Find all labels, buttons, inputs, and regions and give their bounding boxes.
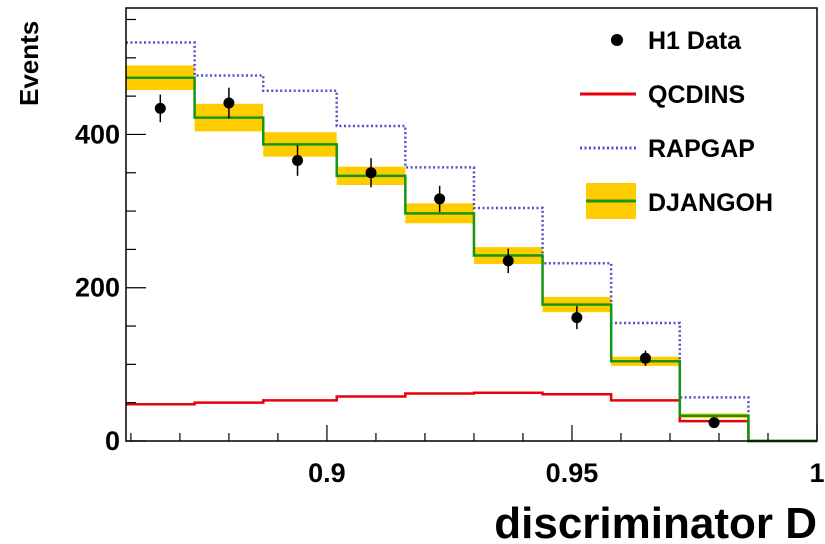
legend-marker-h1-data [611, 34, 623, 46]
legend-label-rapgap: RAPGAP [648, 135, 755, 163]
y-tick-label: 0 [105, 426, 120, 456]
legend-label-h1-data: H1 Data [648, 27, 742, 55]
axis-ticks [126, 18, 818, 442]
h1-data-point [571, 312, 583, 324]
y-tick-label: 400 [75, 119, 120, 149]
x-tick-label: 1 [809, 458, 824, 488]
djangoh-histogram-line [126, 76, 817, 443]
h1-data-point [502, 255, 514, 267]
x-tick-label: 0.95 [546, 458, 599, 488]
h1-data-point [365, 167, 377, 179]
h1-data-point [434, 193, 446, 205]
x-tick-label: 0.9 [308, 458, 346, 488]
x-axis-title: discriminator D [494, 499, 817, 544]
legend-label-qcdins: QCDINS [648, 81, 745, 109]
axis-tick-labels: 0.9 0.95 1 0 200 400 [75, 119, 825, 488]
y-tick-label: 200 [75, 273, 120, 303]
qcdins-histogram-line [126, 391, 817, 443]
legend-label-djangoh: DJANGOH [648, 189, 773, 217]
plot-frame [125, 7, 818, 442]
h1-data-point [223, 97, 235, 109]
h1-data-point [639, 352, 651, 364]
legend: H1 Data QCDINS RAPGAP DJANGOH [580, 27, 773, 219]
h1-data-points [154, 87, 720, 429]
y-axis-title: Events [14, 21, 44, 106]
h1-data-point [154, 102, 166, 114]
h1-data-point [292, 155, 304, 167]
h1-data-point [708, 417, 720, 429]
